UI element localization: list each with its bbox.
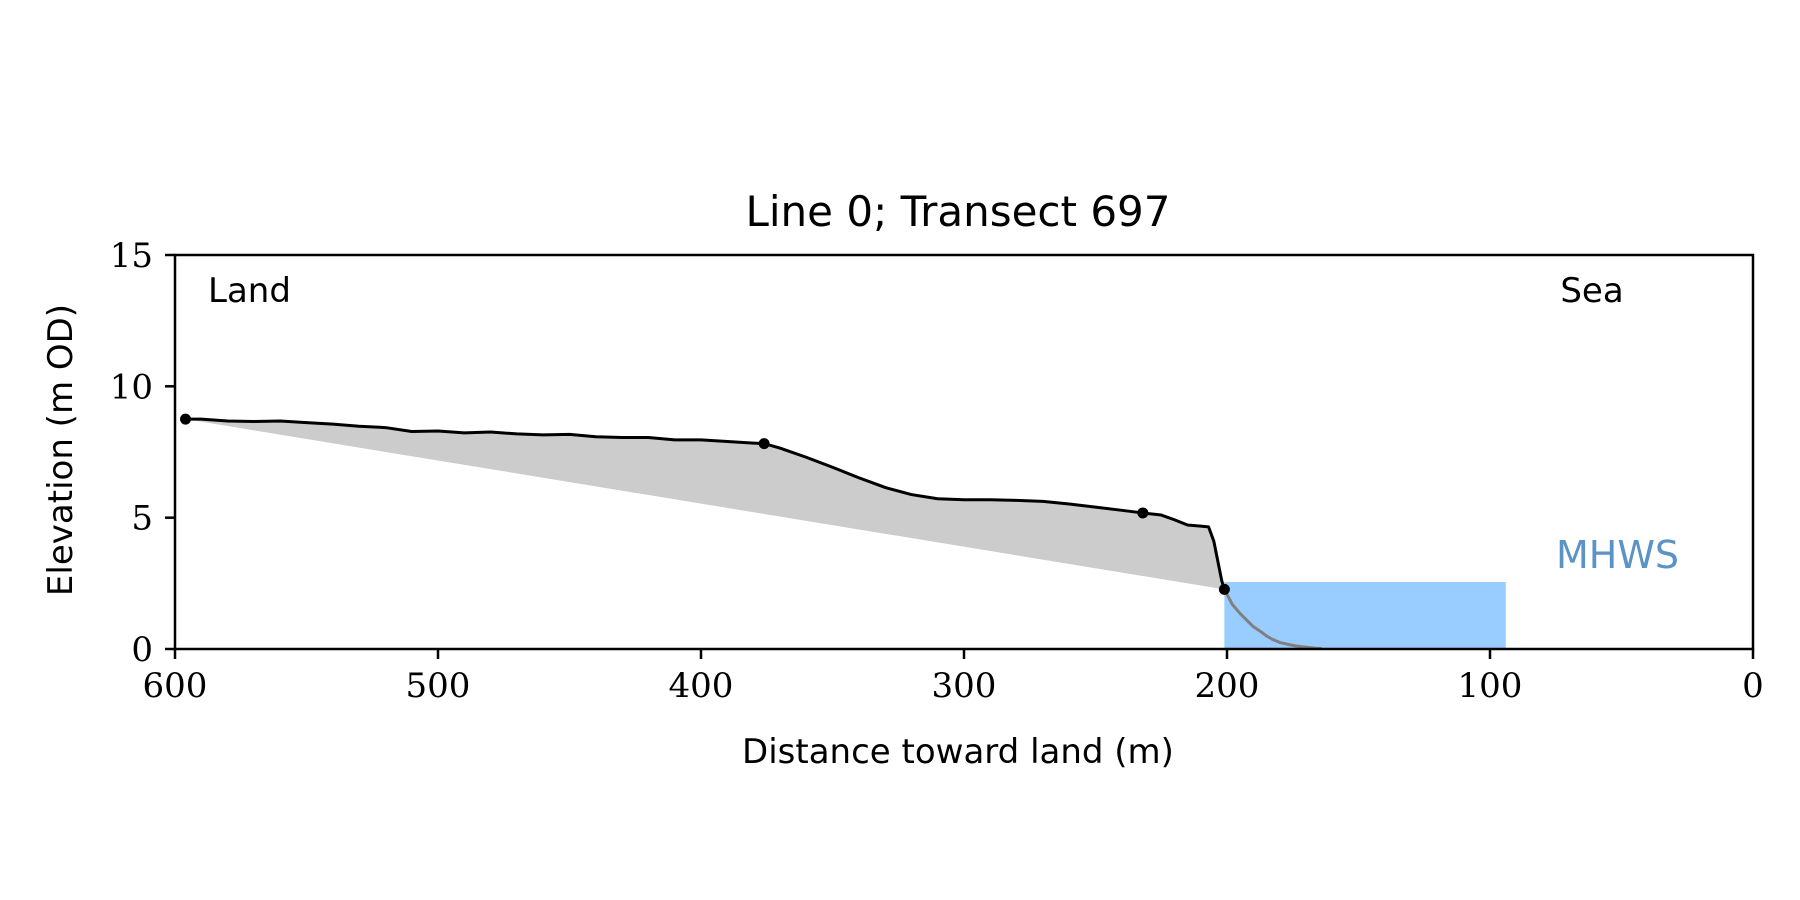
profile-fill-area bbox=[185, 419, 1225, 590]
y-tick-label: 15 bbox=[110, 236, 153, 276]
sea-label: Sea bbox=[1560, 271, 1623, 311]
y-axis-label: Elevation (m OD) bbox=[41, 304, 81, 596]
y-tick-label: 0 bbox=[131, 630, 153, 670]
x-tick-label: 100 bbox=[1458, 666, 1523, 706]
x-tick-label: 400 bbox=[669, 666, 734, 706]
profile-marker bbox=[758, 438, 770, 450]
x-tick-label: 500 bbox=[406, 666, 471, 706]
profile-line bbox=[185, 417, 1226, 590]
land-label: Land bbox=[208, 271, 291, 311]
chart-title: Line 0; Transect 697 bbox=[745, 187, 1170, 236]
y-tick-label: 5 bbox=[131, 499, 153, 539]
mhws-label: MHWS bbox=[1556, 533, 1679, 577]
x-tick-label: 300 bbox=[932, 666, 997, 706]
seaward-profile-line bbox=[1223, 588, 1322, 650]
x-axis-label: Distance toward land (m) bbox=[742, 732, 1174, 772]
plot-area: 600 500 400 300 200 100 0 0 5 10 15 bbox=[110, 236, 1764, 706]
x-tick-label: 0 bbox=[1742, 666, 1764, 706]
mhws-water-area bbox=[1224, 582, 1506, 649]
y-tick-label: 10 bbox=[110, 367, 153, 407]
profile-marker bbox=[180, 413, 192, 425]
x-tick-label: 200 bbox=[1195, 666, 1260, 706]
profile-marker bbox=[1137, 507, 1149, 519]
x-tick-label: 600 bbox=[143, 666, 208, 706]
profile-marker bbox=[1218, 583, 1230, 595]
